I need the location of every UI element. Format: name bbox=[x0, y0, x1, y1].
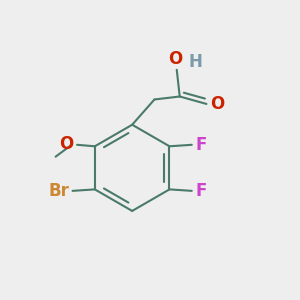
Text: H: H bbox=[189, 53, 202, 71]
Text: Br: Br bbox=[48, 182, 69, 200]
Text: O: O bbox=[168, 50, 182, 68]
Text: O: O bbox=[210, 95, 224, 113]
Text: O: O bbox=[59, 135, 74, 153]
Text: F: F bbox=[195, 136, 207, 154]
Text: F: F bbox=[195, 182, 207, 200]
